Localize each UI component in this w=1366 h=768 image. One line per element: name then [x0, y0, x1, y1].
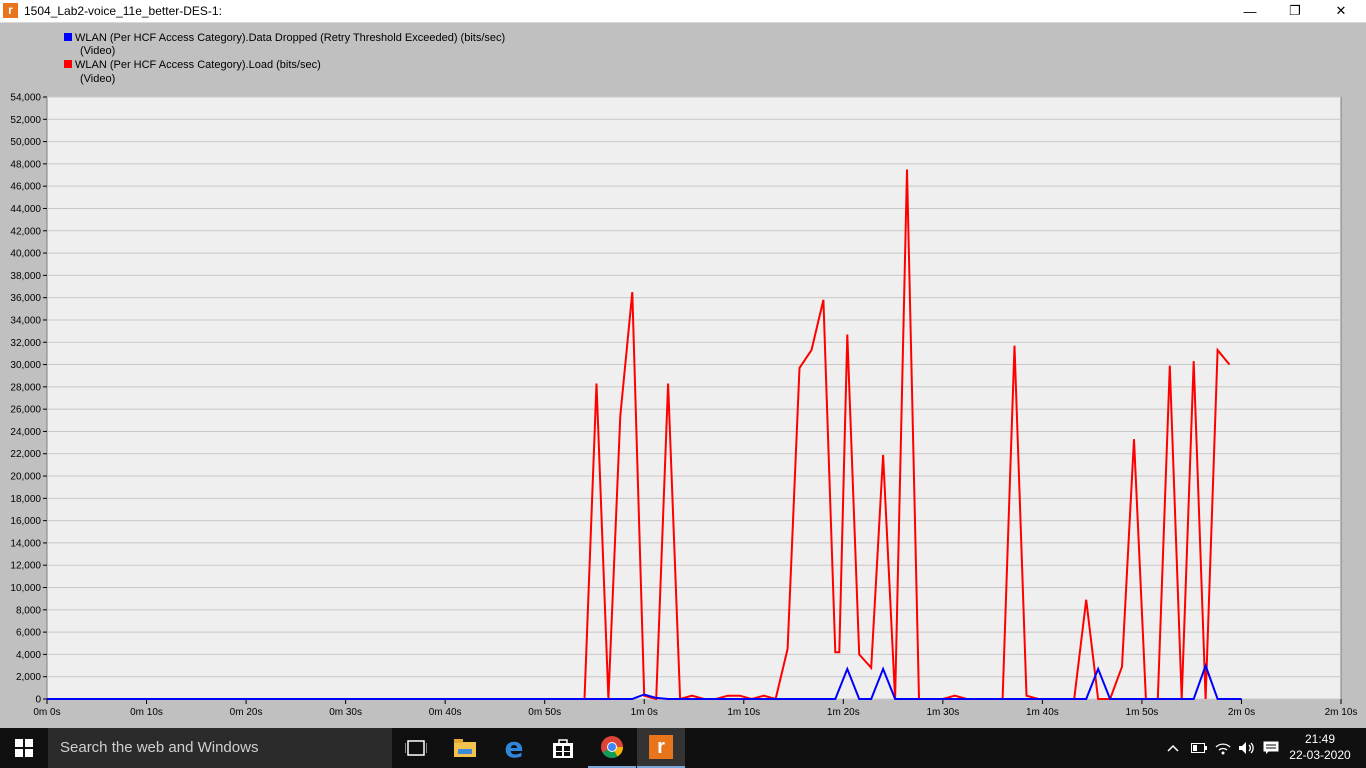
y-tick-label: 54,000 — [10, 93, 41, 104]
x-tick-label: 1m 0s — [631, 707, 658, 718]
y-tick-label: 22,000 — [10, 449, 41, 460]
riverbed-modeler-icon[interactable]: r — [637, 728, 685, 768]
edge-browser-icon[interactable]: e — [504, 731, 524, 764]
y-tick-label: 50,000 — [10, 137, 41, 148]
y-tick-label: 40,000 — [10, 249, 41, 260]
x-tick-label: 0m 10s — [130, 707, 163, 718]
x-tick-label: 0m 0s — [33, 707, 60, 718]
task-view-icon[interactable] — [392, 728, 440, 768]
legend-entry-dropped: WLAN (Per HCF Access Category).Data Drop… — [64, 31, 505, 45]
y-tick-label: 42,000 — [10, 226, 41, 237]
y-tick-label: 8,000 — [16, 605, 41, 616]
start-button[interactable] — [0, 728, 48, 768]
y-tick-label: 28,000 — [10, 382, 41, 393]
x-tick-label: 0m 30s — [329, 707, 362, 718]
series-line-data-dropped — [47, 662, 1242, 700]
x-tick-label: 2m 10s — [1325, 707, 1358, 718]
battery-icon[interactable] — [1188, 728, 1210, 768]
minimize-button[interactable]: — — [1243, 3, 1257, 19]
y-tick-label: 34,000 — [10, 315, 41, 326]
taskbar-clock[interactable]: 21:49 22-03-2020 — [1284, 731, 1356, 763]
y-tick-label: 12,000 — [10, 561, 41, 572]
file-explorer-icon[interactable] — [441, 728, 489, 768]
x-tick-label: 0m 40s — [429, 707, 462, 718]
clock-time: 21:49 — [1304, 732, 1336, 746]
y-tick-label: 10,000 — [10, 583, 41, 594]
x-tick-label: 1m 30s — [926, 707, 959, 718]
y-tick-label: 36,000 — [10, 293, 41, 304]
line-chart: 0 2,000 4,000 6,000 8,000 10,000 12,000 14,000 1… — [10, 93, 1358, 719]
volume-icon[interactable] — [1236, 728, 1258, 768]
y-tick-label: 16,000 — [10, 516, 41, 527]
taskbar: Search the web and Windows e r 21:49 22-… — [0, 728, 1366, 768]
legend-entry-load: WLAN (Per HCF Access Category).Load (bit… — [64, 58, 321, 72]
x-tick-label: 1m 50s — [1126, 707, 1159, 718]
x-tick-label: 0m 20s — [230, 707, 263, 718]
y-tick-label: 0 — [35, 695, 41, 706]
window-title: 1504_Lab2-voice_11e_better-DES-1: — [24, 4, 222, 18]
wifi-icon[interactable] — [1212, 728, 1234, 768]
y-tick-label: 26,000 — [10, 405, 41, 416]
store-icon[interactable] — [539, 728, 587, 768]
x-tick-label: 2m 0s — [1228, 707, 1255, 718]
y-tick-label: 46,000 — [10, 182, 41, 193]
x-tick-label: 1m 20s — [827, 707, 860, 718]
legend-swatch-red — [64, 60, 72, 68]
x-tick-label: 0m 50s — [528, 707, 561, 718]
legend-sub-label: (Video) — [80, 73, 116, 85]
y-tick-label: 52,000 — [10, 115, 41, 126]
chrome-icon[interactable] — [588, 728, 636, 768]
legend-label: WLAN (Per HCF Access Category).Data Drop… — [75, 32, 506, 44]
x-tick-label: 1m 10s — [727, 707, 760, 718]
y-tick-label: 48,000 — [10, 159, 41, 170]
y-tick-label: 30,000 — [10, 360, 41, 371]
y-tick-label: 24,000 — [10, 427, 41, 438]
action-center-icon[interactable] — [1260, 728, 1282, 768]
window-titlebar: r 1504_Lab2-voice_11e_better-DES-1: — ❐ … — [0, 0, 1366, 23]
legend-sub-label: (Video) — [80, 45, 116, 57]
app-icon: r — [3, 3, 18, 18]
show-hidden-icons-chevron-icon[interactable] — [1164, 728, 1182, 768]
plot-area — [46, 96, 1342, 700]
legend-swatch-blue — [64, 33, 72, 41]
y-tick-label: 4,000 — [16, 650, 41, 661]
y-tick-label: 6,000 — [16, 628, 41, 639]
y-tick-label: 38,000 — [10, 271, 41, 282]
windows-logo-icon — [15, 739, 33, 757]
legend-label: WLAN (Per HCF Access Category).Load (bit… — [75, 59, 321, 71]
y-tick-label: 20,000 — [10, 472, 41, 483]
x-tick-label: 1m 40s — [1026, 707, 1059, 718]
y-tick-label: 32,000 — [10, 338, 41, 349]
clock-date: 22-03-2020 — [1289, 748, 1351, 762]
y-tick-label: 14,000 — [10, 538, 41, 549]
taskbar-search-input[interactable]: Search the web and Windows — [48, 728, 392, 768]
restore-button[interactable]: ❐ — [1289, 3, 1301, 18]
close-button[interactable]: ✕ — [1335, 3, 1347, 18]
y-tick-label: 2,000 — [16, 672, 41, 683]
y-tick-label: 18,000 — [10, 494, 41, 505]
y-tick-label: 44,000 — [10, 204, 41, 215]
